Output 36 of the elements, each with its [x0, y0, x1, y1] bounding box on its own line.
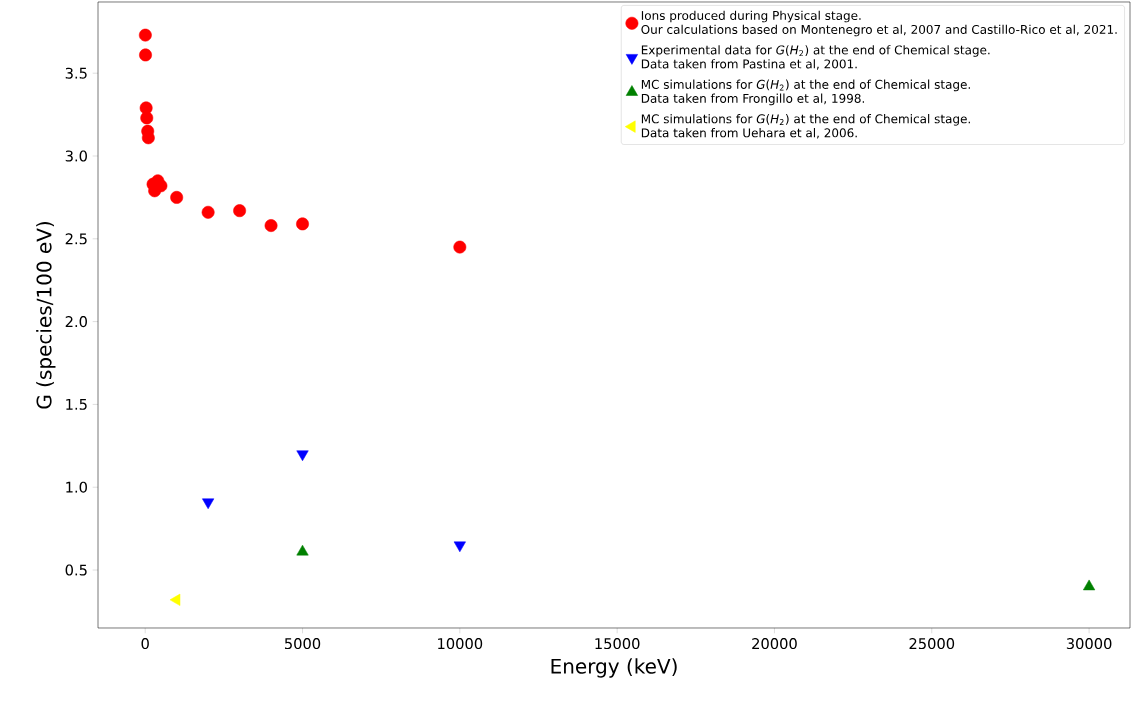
y-tick-label: 1.0 [66, 481, 87, 493]
y-tick-label: 3.0 [65, 150, 87, 162]
point [141, 131, 155, 145]
y-tick-label: 2.0 [65, 316, 87, 328]
point [202, 498, 215, 510]
x-axis-title: Energy (keV) [551, 658, 677, 678]
point [296, 217, 309, 231]
point [1083, 579, 1096, 591]
point [233, 204, 246, 218]
legend-label: Ions produced during Physical stage. Our calculations based on Montenegro et al, 2007 and Castillo-Rico et al, 2021. [641, 10, 1117, 37]
x-tick-label: 30000 [1066, 638, 1112, 650]
point [453, 240, 467, 254]
y-tick-label: 3.5 [65, 67, 87, 79]
x-tick-label: 25000 [909, 638, 955, 650]
point [138, 28, 152, 42]
point [264, 219, 278, 232]
point [139, 48, 152, 62]
point [169, 593, 181, 606]
legend-label: MC simulations for G(H$_{2}$) at the end of Chemical stage. Data taken from Frongillo et al, 1998. [641, 79, 970, 106]
y-tick-label: 1.5 [66, 398, 87, 410]
point [170, 191, 184, 204]
x-tick-label: 10000 [438, 638, 483, 650]
point [453, 541, 466, 553]
legend-label: MC simulations for G(H$_{2}$) at the end of Chemical stage. Data taken from Uehara et al, 2006. [641, 114, 970, 139]
y-tick-label: 0.5 [65, 564, 87, 576]
point [296, 450, 309, 462]
point [201, 205, 215, 219]
y-axis-title: G (species/100 eV) [36, 222, 56, 409]
point [140, 111, 154, 125]
x-tick-label: 20000 [752, 638, 797, 650]
y-tick-label: 2.5 [65, 233, 87, 245]
point [296, 544, 309, 556]
x-tick-label: 0 [141, 638, 149, 650]
x-tick-label: 5000 [284, 638, 321, 650]
x-tick-label: 15000 [595, 638, 640, 650]
legend-label: Experimental data for G(H$_{2}$) at the end of Chemical stage. Data taken from Pastina et al, 2001. [641, 45, 990, 70]
